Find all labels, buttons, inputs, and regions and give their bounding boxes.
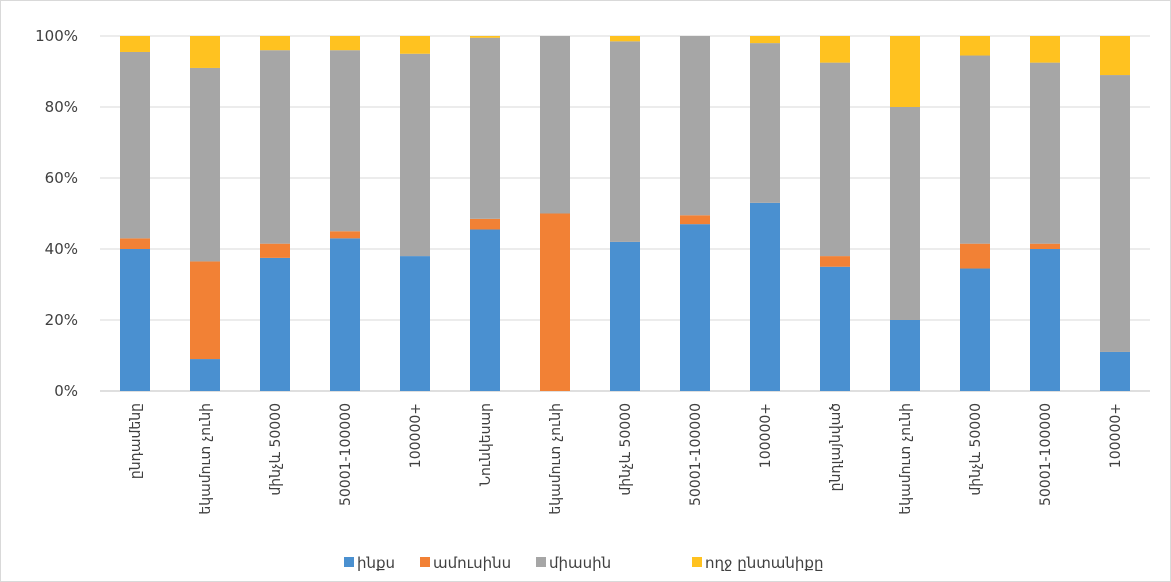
y-tick-label: 40%: [45, 240, 78, 258]
x-tick-label: ընդլայնված: [828, 403, 844, 491]
x-tick-label: 100000+: [758, 403, 774, 468]
y-tick-label: 60%: [45, 169, 78, 187]
legend-label: միասին: [549, 554, 611, 572]
bars: [120, 36, 1130, 391]
legend-label: ամուսինս: [433, 554, 511, 572]
bar-segment-3: [680, 36, 710, 216]
legend-label: ողջ ընտանիքը: [705, 554, 823, 572]
x-tick-label: ընդամենը: [128, 403, 144, 479]
x-tick-label: մինչև 50000: [968, 403, 984, 496]
bar-segment-4: [400, 36, 430, 54]
bar-segment-4: [120, 36, 150, 52]
x-tick-label: մինչև 50000: [268, 403, 284, 496]
bar-segment-4: [190, 36, 220, 68]
x-tick-label: մինչև 50000: [618, 403, 634, 496]
y-axis-ticks: 0% 20% 40% 60% 80% 100%: [35, 27, 78, 400]
bar-segment-1: [260, 257, 290, 391]
bar-segment-3: [610, 41, 640, 242]
bar-segment-2: [960, 243, 990, 269]
bar-segment-3: [540, 36, 570, 214]
bar-segment-3: [890, 107, 920, 320]
legend-swatch: [536, 557, 546, 567]
y-tick-label: 0%: [54, 382, 78, 400]
legend-swatch: [344, 557, 354, 567]
bar-segment-3: [1100, 75, 1130, 352]
bar-segment-3: [1030, 62, 1060, 244]
x-tick-label: 50001-100000: [1038, 403, 1054, 506]
y-tick-label: 80%: [45, 98, 78, 116]
bar-segment-3: [190, 67, 220, 262]
bar-segment-1: [120, 249, 150, 391]
legend-swatch: [420, 557, 430, 567]
x-tick-label: 100000+: [1108, 403, 1124, 468]
bar-segment-3: [750, 43, 780, 203]
bar-segment-4: [820, 36, 850, 63]
bar-segment-4: [470, 36, 500, 38]
bar-segment-3: [470, 37, 500, 219]
bar-segment-1: [470, 229, 500, 391]
bar-segment-2: [540, 213, 570, 391]
bar-segment-2: [190, 261, 220, 360]
bar-segment-2: [260, 243, 290, 258]
bar-segment-1: [190, 359, 220, 391]
bar-segment-2: [120, 238, 150, 249]
bar-segment-4: [1030, 36, 1060, 63]
legend-swatch: [692, 557, 702, 567]
bar-segment-4: [330, 36, 360, 51]
bar-segment-3: [260, 50, 290, 244]
bar-segment-4: [750, 36, 780, 44]
x-tick-label: եկամուտ չունի: [898, 403, 914, 515]
bar-segment-1: [750, 202, 780, 391]
y-tick-label: 20%: [45, 311, 78, 329]
bar-segment-1: [680, 224, 710, 391]
x-tick-label: 50001-100000: [338, 403, 354, 506]
bar-segment-2: [680, 215, 710, 225]
legend: ինքս ամուսինս միասին ողջ ընտանիքը: [344, 554, 823, 572]
bar-segment-4: [890, 36, 920, 107]
bar-segment-1: [1100, 351, 1130, 391]
bar-segment-1: [960, 268, 990, 391]
bar-segment-4: [610, 36, 640, 42]
bar-segment-1: [610, 241, 640, 391]
bar-segment-1: [400, 256, 430, 391]
x-tick-label: 100000+: [408, 403, 424, 468]
y-tick-label: 100%: [35, 27, 78, 45]
bar-segment-2: [470, 218, 500, 230]
bar-segment-3: [400, 53, 430, 257]
bar-segment-3: [330, 50, 360, 232]
bar-segment-2: [330, 231, 360, 239]
x-tick-label: եկամուտ չունի: [198, 403, 214, 515]
x-tick-label: Նունկեսար: [478, 403, 494, 486]
bar-segment-2: [1030, 243, 1060, 249]
bar-segment-1: [330, 238, 360, 391]
bar-segment-2: [820, 256, 850, 267]
bar-segment-4: [260, 36, 290, 51]
bar-segment-3: [820, 62, 850, 257]
bar-segment-1: [820, 266, 850, 391]
bar-segment-1: [1030, 249, 1060, 391]
x-tick-label: եկամուտ չունի: [548, 403, 564, 515]
legend-label: ինքս: [357, 554, 395, 572]
x-axis-ticks: ընդամենը եկամուտ չունի մինչև 50000 50001-10…: [128, 403, 1124, 515]
bar-segment-3: [960, 55, 990, 244]
bar-segment-1: [890, 320, 920, 391]
bar-segment-4: [1100, 36, 1130, 76]
bar-segment-4: [960, 36, 990, 56]
bar-segment-3: [120, 51, 150, 239]
x-tick-label: 50001-100000: [688, 403, 704, 506]
